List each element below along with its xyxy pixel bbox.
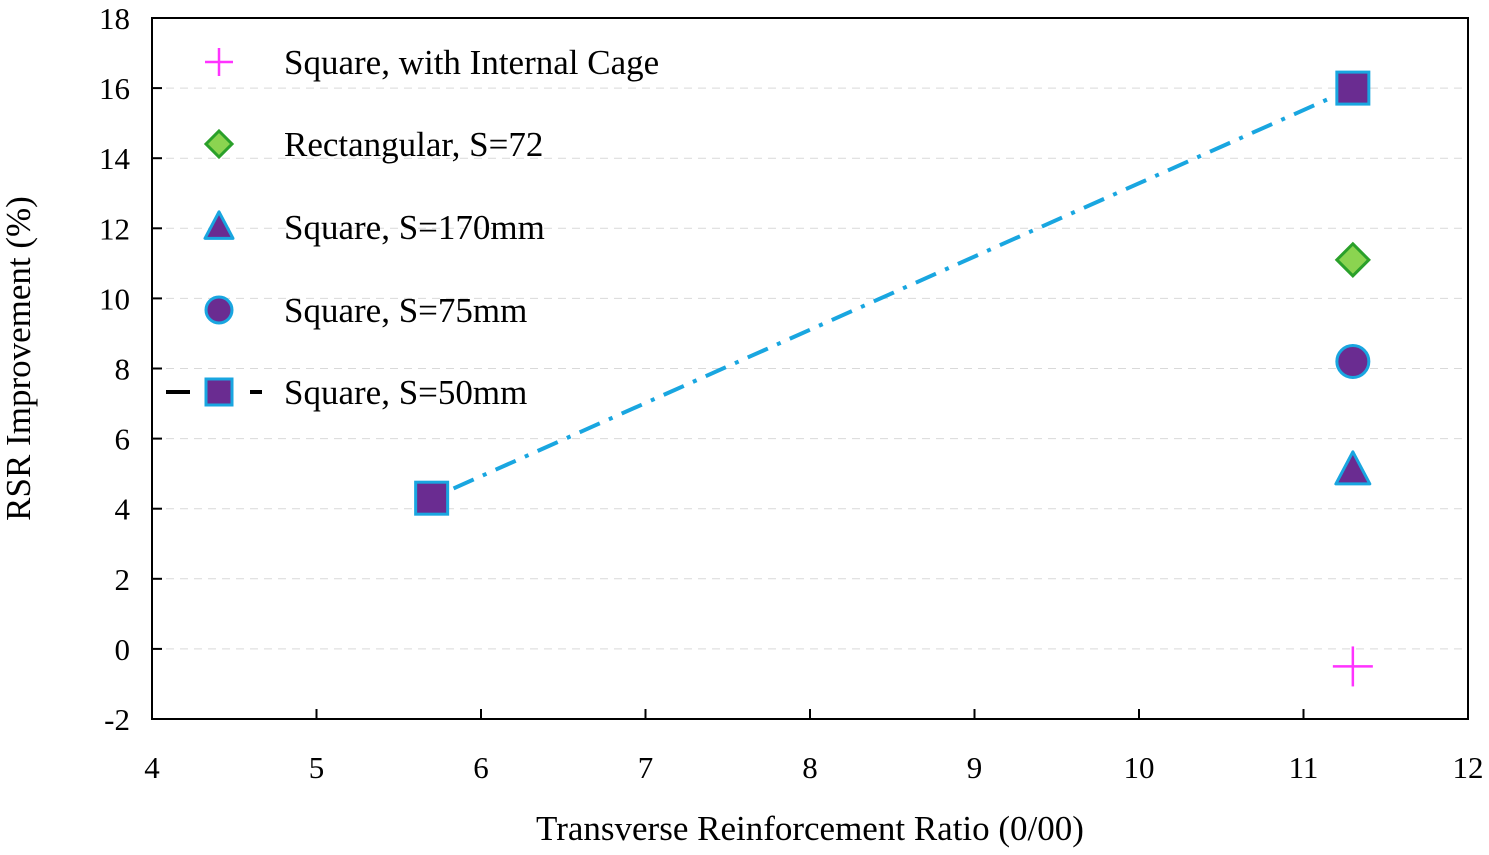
y-tick-label: 4: [115, 492, 131, 527]
legend-marker-diamond: [203, 128, 235, 160]
legend-label: Square, with Internal Cage: [284, 43, 659, 82]
y-tick-label: 12: [99, 211, 130, 246]
legend-entry: Square, S=75mm: [204, 291, 527, 330]
x-tick-label: 6: [473, 750, 489, 785]
data-point-circle: [1335, 343, 1371, 379]
y-tick-label: 18: [99, 1, 130, 36]
legend-entry: Square, S=50mm: [166, 373, 527, 412]
x-tick-label: 10: [1124, 750, 1155, 785]
x-axis-title: Transverse Reinforcement Ratio (0/00): [536, 809, 1084, 848]
x-tick-label: 8: [802, 750, 818, 785]
legend-marker-square: [204, 377, 234, 407]
y-axis-title: RSR Improvement (%): [0, 196, 38, 521]
y-tick-labels: -2 0 2 4 6 8 10 12 14 16 18: [99, 1, 131, 737]
legend-entry: Square, with Internal Cage: [205, 43, 659, 82]
data-point-plus: [1332, 646, 1373, 687]
y-tick-label: -2: [104, 702, 130, 737]
data-point-square: [1335, 70, 1371, 106]
series-lines: [452, 96, 1332, 491]
legend-label: Square, S=170mm: [284, 208, 545, 247]
x-tick-label: 11: [1289, 750, 1319, 785]
y-tick-label: 8: [115, 352, 131, 387]
legend-marker-circle: [204, 295, 234, 325]
y-tick-label: 0: [115, 632, 131, 667]
legend-marker-plus: [205, 48, 233, 76]
legend-marker-triangle: [203, 210, 235, 240]
axis-ticks: [151, 17, 1469, 720]
x-tick-label: 5: [309, 750, 325, 785]
y-tick-label: 6: [115, 422, 131, 457]
legend-label: Rectangular, S=72: [284, 125, 543, 164]
data-point-square: [414, 480, 450, 516]
grid-lines: [152, 87, 1468, 650]
x-tick-label: 12: [1453, 750, 1484, 785]
legend-label: Square, S=50mm: [284, 373, 527, 412]
y-tick-label: 14: [99, 141, 131, 176]
x-tick-label: 4: [144, 750, 160, 785]
legend-entry: Rectangular, S=72: [203, 125, 543, 164]
data-point-diamond: [1334, 241, 1371, 278]
x-tick-labels: 4 5 6 7 8 9 10 11 12: [144, 750, 1483, 785]
y-tick-label: 10: [99, 281, 130, 316]
x-tick-label: 9: [967, 750, 983, 785]
data-points: [414, 70, 1373, 687]
y-tick-label: 16: [99, 71, 130, 106]
legend-label: Square, S=75mm: [284, 291, 527, 330]
y-tick-label: 2: [115, 562, 131, 597]
legend: Square, with Internal Cage Rectangular, S…: [166, 43, 659, 412]
data-point-triangle: [1334, 450, 1372, 486]
x-tick-label: 7: [638, 750, 654, 785]
legend-entry: Square, S=170mm: [203, 208, 545, 247]
series-line-4: [452, 96, 1332, 491]
